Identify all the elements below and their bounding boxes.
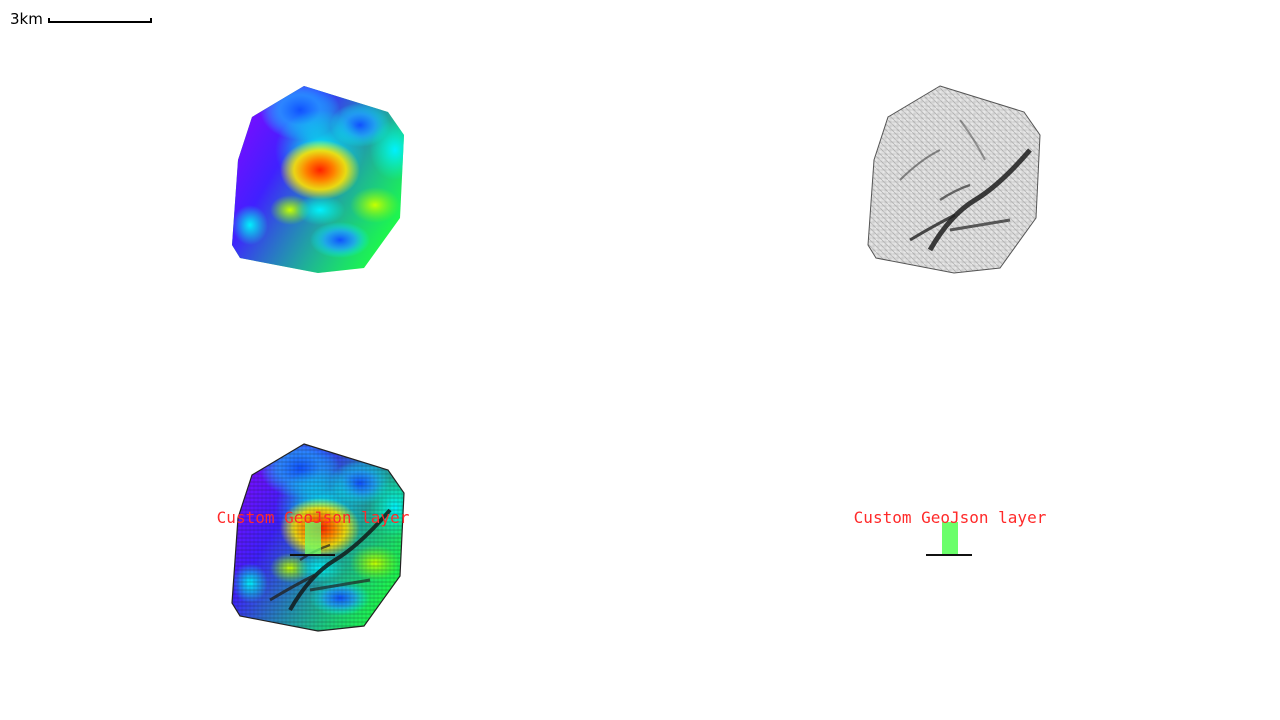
combined-geojson-rect <box>305 522 321 554</box>
geojson-label: Custom GeoJson layer <box>854 508 1047 527</box>
colormap-layer <box>232 86 404 273</box>
combined-outline <box>231 443 405 632</box>
geojson-rect <box>942 522 958 554</box>
hillshade-outline <box>867 85 1041 274</box>
combined-geojson-label: Custom GeoJson layer <box>217 508 410 527</box>
hillshade-layer <box>867 85 1041 274</box>
scale-bar-label: 3km <box>10 10 43 28</box>
scale-bar: 3km <box>10 10 152 28</box>
geojson-layer: Custom GeoJson layer <box>854 508 1047 556</box>
combined-layer: Custom GeoJson layer <box>217 443 410 632</box>
scale-bar-line <box>48 18 152 23</box>
